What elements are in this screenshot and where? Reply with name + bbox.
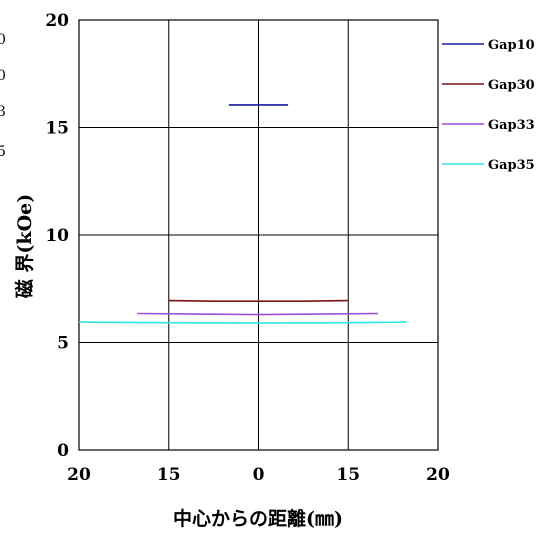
legend: Gap10 Gap30 Gap33 Gap35 bbox=[442, 38, 535, 173]
y-tick-label-0: 0 bbox=[57, 441, 69, 461]
x-tick-label-4: 20 bbox=[426, 465, 450, 485]
y-tick-label-1: 5 bbox=[57, 334, 69, 354]
series-line-gap30 bbox=[168, 299, 349, 303]
y-tick-label-3: 15 bbox=[45, 119, 69, 139]
x-tick-labels: 20 15 0 15 20 bbox=[67, 465, 450, 485]
legend-label-gap10: Gap10 bbox=[488, 38, 535, 53]
legend-label-gap30: Gap30 bbox=[488, 78, 535, 93]
stray-label-0: 0 bbox=[0, 32, 6, 48]
y-tick-label-4: 20 bbox=[45, 11, 69, 31]
series-line-gap35 bbox=[78, 321, 407, 324]
y-axis-title: 磁 界(kOe) bbox=[13, 194, 36, 298]
grid bbox=[78, 19, 439, 451]
x-axis-title: 中心からの距離(㎜) bbox=[173, 507, 343, 530]
legend-label-gap35: Gap35 bbox=[488, 158, 535, 173]
stray-labels: 0 0 3 5 bbox=[0, 32, 6, 160]
stray-label-2: 3 bbox=[0, 104, 6, 120]
x-tick-label-1: 15 bbox=[157, 465, 181, 485]
legend-label-gap33: Gap33 bbox=[488, 118, 535, 133]
series-lines bbox=[78, 104, 407, 324]
series-line-gap33 bbox=[137, 312, 378, 316]
stray-label-1: 0 bbox=[0, 68, 6, 84]
y-tick-label-2: 10 bbox=[45, 226, 69, 246]
stray-label-3: 5 bbox=[0, 144, 6, 160]
y-tick-labels: 0 5 10 15 20 bbox=[45, 11, 69, 461]
x-tick-label-3: 15 bbox=[336, 465, 360, 485]
x-tick-label-2: 0 bbox=[253, 465, 265, 485]
x-tick-label-0: 20 bbox=[67, 465, 91, 485]
plot-area bbox=[78, 19, 439, 451]
